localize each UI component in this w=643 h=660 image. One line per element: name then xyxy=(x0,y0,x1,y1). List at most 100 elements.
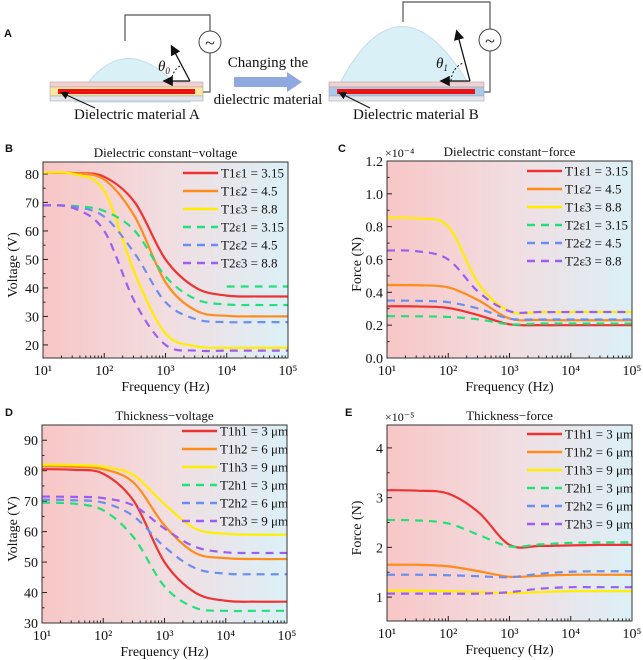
x-tick-label: 10⁴ xyxy=(561,627,580,642)
x-tick-label: 10⁵ xyxy=(623,627,642,642)
y-tick-label: 0.2 xyxy=(366,319,384,334)
x-tick-label: 10³ xyxy=(155,629,173,644)
y-tick-label: 70 xyxy=(25,196,39,211)
series-line-1 xyxy=(41,468,288,603)
y-tick-label: 80 xyxy=(25,168,39,183)
y-tick-label: 0.4 xyxy=(366,286,384,301)
x-tick-label: 10² xyxy=(439,627,457,642)
series-line-1 xyxy=(386,489,633,549)
panel-label: E xyxy=(345,407,352,419)
angle-arrow-a xyxy=(170,44,191,82)
top-layer-a xyxy=(49,81,204,88)
legend-label: T1ε3 = 8.8 xyxy=(565,200,621,215)
legend-label: T1h1 = 3 μm xyxy=(220,424,288,439)
legend-label: T1h2 = 6 μm xyxy=(565,445,633,460)
wire-a xyxy=(124,14,211,41)
series-line-2 xyxy=(386,283,632,322)
legend-label: T2ε3 = 8.8 xyxy=(565,254,621,269)
y-axis-label: Voltage (V) xyxy=(6,232,21,298)
series-line-4 xyxy=(41,501,287,613)
ac-source-icon-b xyxy=(478,28,502,52)
y-axis-multiplier: ×10⁻⁵ xyxy=(385,410,414,424)
chart-title: Dielectric constant−force xyxy=(444,144,576,159)
y-axis-multiplier: ×10⁻⁴ xyxy=(385,146,414,160)
y-tick-label: 30 xyxy=(25,310,39,325)
angle-arc-a xyxy=(170,65,181,82)
x-tick-label: 10⁴ xyxy=(561,364,580,379)
series-line-3 xyxy=(41,463,288,536)
bottom-layer-b xyxy=(328,95,485,102)
legend-label: T1h2 = 6 μm xyxy=(220,442,288,457)
x-tick-label: 10² xyxy=(439,364,457,379)
x-axis-label: Frequency (Hz) xyxy=(120,645,209,660)
angle-label-b: θ1 xyxy=(436,56,448,73)
x-axis-label: Frequency (Hz) xyxy=(465,380,554,395)
y-axis-label: Force (N) xyxy=(350,500,365,555)
series-line-6 xyxy=(42,204,289,353)
legend-label: T1h3 = 9 μm xyxy=(565,463,633,478)
legend-label: T1h3 = 9 μm xyxy=(220,460,288,475)
wire-a-lower xyxy=(203,53,211,93)
bottom-layer-a xyxy=(49,95,204,102)
panel-label: B xyxy=(5,143,13,155)
pointer-arrow-b xyxy=(338,92,371,109)
series-line-2 xyxy=(386,563,632,579)
chart-panel-d: D Thickness−voltage Frequency (Hz) Voltage … xyxy=(5,407,297,660)
x-tick-label: 10¹ xyxy=(378,364,396,379)
plot-background xyxy=(387,425,632,621)
caption-dielectric-b: Dielectric material B xyxy=(353,107,479,123)
legend-label: T1ε1 = 3.15 xyxy=(565,164,628,179)
series-line-2 xyxy=(41,465,288,561)
x-axis-label: Frequency (Hz) xyxy=(465,643,554,658)
series-line-5 xyxy=(42,204,288,324)
legend-label: T2ε2 = 4.5 xyxy=(565,236,621,251)
series-line-3 xyxy=(42,171,288,349)
legend-label: T1ε3 = 8.8 xyxy=(221,202,277,217)
y-tick-label: 40 xyxy=(24,587,38,602)
x-tick-label: 10¹ xyxy=(33,629,51,644)
legend-label: T2h3 = 9 μm xyxy=(565,517,633,532)
chart-title: Thickness−force xyxy=(466,408,553,423)
top-layer-b xyxy=(328,81,485,88)
series-line-5 xyxy=(41,498,288,576)
caption-dielectric-a: Dielectric material A xyxy=(74,107,200,123)
y-tick-label: 40 xyxy=(25,282,39,297)
x-tick-label: 10² xyxy=(95,364,113,379)
x-tick-label: 10³ xyxy=(156,364,174,379)
legend-label: T1ε1 = 3.15 xyxy=(221,166,284,181)
y-tick-label: 1.2 xyxy=(366,155,384,170)
legend-label: T2ε1 = 3.15 xyxy=(221,220,284,235)
legend-label: T2ε2 = 4.5 xyxy=(221,238,277,253)
y-tick-label: 30 xyxy=(24,617,38,632)
ac-source-icon-a xyxy=(198,30,222,54)
x-tick-label: 10¹ xyxy=(34,364,52,379)
arrow-text-line2: dielectric material xyxy=(214,92,323,108)
y-axis-label: Voltage (V) xyxy=(6,496,21,562)
legend-label: T1ε2 = 4.5 xyxy=(221,184,277,199)
y-tick-label: 0.6 xyxy=(366,254,384,269)
legend-label: T2h2 = 6 μm xyxy=(565,499,633,514)
y-tick-label: 4 xyxy=(376,442,383,457)
panel-a-diagram: A ~ θ0 Dielectric material A Changing th… xyxy=(4,1,502,123)
legend-label: T2h1 = 3 μm xyxy=(565,481,633,496)
x-tick-label: 10² xyxy=(94,629,112,644)
y-tick-label: 60 xyxy=(24,526,38,541)
angle-label-a: θ0 xyxy=(158,59,170,76)
series-line-4 xyxy=(386,518,633,548)
ac-source-symbol-b: ~ xyxy=(485,31,495,51)
panel-label: C xyxy=(338,143,346,155)
series-line-6 xyxy=(41,495,288,555)
wire-b xyxy=(402,1,491,29)
x-tick-label: 10¹ xyxy=(378,627,396,642)
change-arrow-icon xyxy=(234,72,302,92)
arrow-text-line1: Changing the xyxy=(228,55,309,71)
device-b: ~ θ1 Dielectric material B xyxy=(328,1,502,123)
x-tick-label: 10⁵ xyxy=(278,629,297,644)
pointer-arrow-a xyxy=(60,91,96,109)
device-a: ~ θ0 Dielectric material A xyxy=(49,14,222,123)
angle-arrow-b xyxy=(453,29,471,82)
y-tick-label: 2 xyxy=(376,541,383,556)
y-tick-label: 80 xyxy=(24,465,38,480)
panel-label-a: A xyxy=(4,28,12,40)
series-line-6 xyxy=(386,249,632,314)
